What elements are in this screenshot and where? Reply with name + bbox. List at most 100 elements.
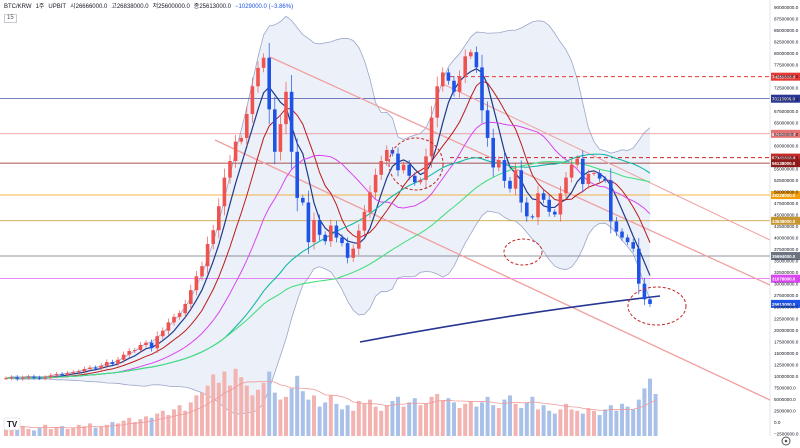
volume-bar [194, 395, 199, 436]
horizontal-levels: 74889000.0 70113000.0 62495000.0 57341000.0… [0, 72, 800, 308]
volume-bar [614, 410, 619, 436]
y-tick-label: 15000000.0 [774, 351, 799, 356]
candle-body [530, 216, 535, 218]
volume-bar [401, 406, 406, 436]
candle-body [592, 173, 596, 174]
indicator-badge[interactable]: 15 [4, 14, 17, 23]
volume-bar [547, 410, 552, 436]
volume-bar [149, 417, 154, 436]
volume-bar [93, 427, 98, 436]
volume-bar [435, 394, 440, 436]
volume-bar [519, 408, 524, 436]
candle-body [452, 80, 456, 92]
volume-bar [4, 427, 8, 436]
volume-bar [323, 402, 328, 436]
y-tick-label: 25000000.0 [774, 305, 799, 310]
volume-bar [513, 403, 518, 436]
y-tick-label: 37500000.0 [774, 247, 799, 252]
candle-body [519, 170, 523, 203]
y-tick-label: 60000000.0 [774, 143, 799, 148]
interval[interactable]: 1주 [35, 4, 45, 10]
candle-body [37, 377, 42, 379]
candle-body [121, 354, 126, 360]
volume-bar [110, 422, 115, 436]
volume-bar [530, 396, 535, 436]
candle-body [429, 117, 434, 157]
volume-bar [541, 405, 546, 436]
bollinger-lower [5, 210, 651, 415]
candle-body [620, 231, 624, 238]
y-tick-label: 2500000.0 [774, 408, 796, 413]
candle-body [373, 174, 378, 193]
volume-bar [463, 403, 468, 436]
symbol[interactable]: BTC/KRW [4, 4, 32, 10]
candle-body [172, 316, 176, 323]
candle-body [217, 206, 221, 231]
volume-bar [474, 406, 479, 436]
candle-body [340, 237, 344, 244]
volume-bar [412, 398, 417, 436]
price-label-bg [771, 153, 800, 162]
open-value: 시26666000.0 [70, 4, 108, 10]
volume-bar [396, 396, 400, 436]
candle-body [603, 178, 607, 181]
candle-body [485, 110, 490, 138]
volume-bar [261, 382, 266, 436]
volume-bar [216, 382, 221, 436]
volume-bar [284, 396, 288, 436]
volume-bar [552, 413, 557, 436]
volume-bar [485, 396, 490, 436]
volume-bar [155, 413, 160, 436]
candle-body [222, 177, 227, 207]
y-tick-label: 45000000.0 [774, 213, 799, 218]
candle-body [4, 378, 8, 380]
candle-body [211, 230, 215, 245]
volume-bar [586, 408, 591, 436]
y-tick-label: 80000000.0 [774, 51, 799, 56]
price-label: 35994000.0 [772, 254, 796, 259]
exchange: UPBIT [48, 4, 67, 10]
candle-body [435, 86, 439, 118]
candle-body [26, 376, 31, 378]
volume-bar [183, 410, 188, 436]
volume-ma [5, 380, 656, 429]
y-tick-label: 75000000.0 [774, 74, 799, 79]
volume-bar [71, 427, 76, 436]
volume-bar [121, 420, 126, 436]
candle-body [289, 91, 294, 152]
volume-bar [37, 427, 42, 436]
candle-body [637, 248, 641, 284]
volume-bar [373, 406, 378, 436]
candle-body [82, 368, 87, 372]
volume-bar [295, 375, 300, 436]
candle-body [273, 109, 277, 152]
y-tick-label: 67500000.0 [774, 109, 799, 114]
candle-body [547, 199, 551, 212]
candle-body [502, 160, 507, 181]
settings-gear-icon[interactable] [781, 436, 791, 446]
candle-body [312, 220, 316, 243]
candle-body [88, 367, 92, 369]
volume-bar [508, 395, 512, 436]
volume-bar [172, 409, 176, 436]
annotation-circle-3 [627, 286, 687, 326]
price-label-bg [771, 159, 800, 168]
ma5-line [5, 68, 651, 379]
price-label: 56138000.0 [772, 161, 796, 166]
volume-bar [317, 406, 322, 436]
trend-line-lower [214, 139, 771, 401]
volume-bar [99, 426, 104, 436]
y-tick-label: 22500000.0 [774, 316, 799, 321]
candle-body [250, 86, 255, 114]
candle-body [261, 57, 266, 68]
volume-bar [306, 399, 311, 436]
candle-body [581, 158, 585, 185]
volume-bar [642, 388, 647, 436]
volume-bar [345, 405, 350, 436]
candle-body [65, 373, 70, 375]
candle-body [609, 180, 613, 222]
annotation-circle-1 [388, 137, 444, 191]
candle-body [155, 336, 159, 349]
candle-body [284, 91, 288, 125]
